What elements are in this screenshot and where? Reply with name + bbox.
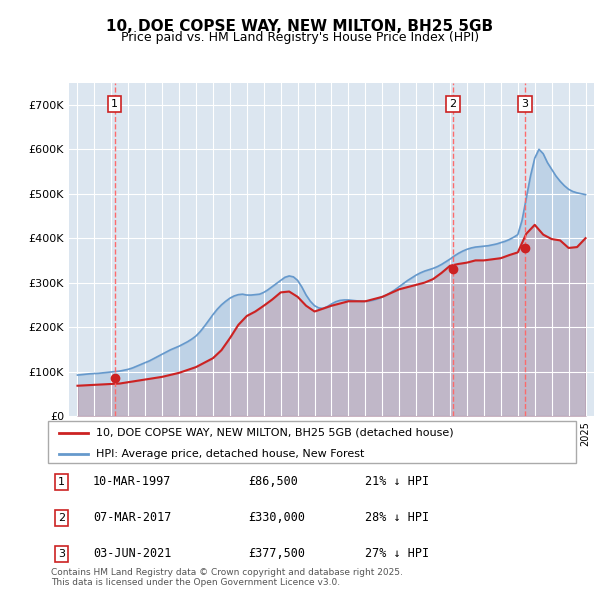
Text: 21% ↓ HPI: 21% ↓ HPI [365,475,429,488]
Text: 07-MAR-2017: 07-MAR-2017 [93,511,171,525]
Text: 3: 3 [58,549,65,559]
Text: £86,500: £86,500 [248,475,299,488]
Text: HPI: Average price, detached house, New Forest: HPI: Average price, detached house, New … [95,449,364,459]
Text: 3: 3 [521,99,529,109]
Text: 27% ↓ HPI: 27% ↓ HPI [365,548,429,560]
Text: 2: 2 [449,99,457,109]
Text: 28% ↓ HPI: 28% ↓ HPI [365,511,429,525]
FancyBboxPatch shape [48,421,576,463]
Text: 10, DOE COPSE WAY, NEW MILTON, BH25 5GB: 10, DOE COPSE WAY, NEW MILTON, BH25 5GB [106,19,494,34]
Text: 10-MAR-1997: 10-MAR-1997 [93,475,171,488]
Text: 03-JUN-2021: 03-JUN-2021 [93,548,171,560]
Text: 1: 1 [58,477,65,487]
Text: 1: 1 [111,99,118,109]
Text: £377,500: £377,500 [248,548,305,560]
Text: Contains HM Land Registry data © Crown copyright and database right 2025.
This d: Contains HM Land Registry data © Crown c… [51,568,403,587]
Text: £330,000: £330,000 [248,511,305,525]
Text: 10, DOE COPSE WAY, NEW MILTON, BH25 5GB (detached house): 10, DOE COPSE WAY, NEW MILTON, BH25 5GB … [95,428,453,438]
Text: Price paid vs. HM Land Registry's House Price Index (HPI): Price paid vs. HM Land Registry's House … [121,31,479,44]
Text: 2: 2 [58,513,65,523]
